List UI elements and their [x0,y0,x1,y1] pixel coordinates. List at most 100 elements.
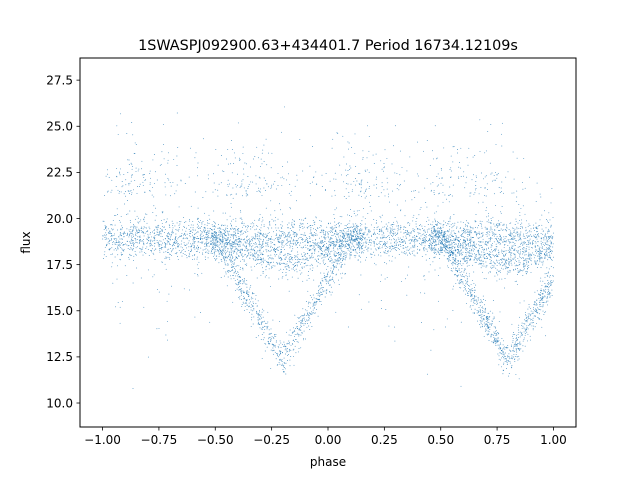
data-point [167,241,169,242]
data-point [220,239,222,241]
data-point [334,231,336,233]
data-point [508,375,510,377]
data-point [335,234,337,236]
data-point [479,324,481,325]
data-point [529,335,531,337]
data-point [368,243,369,245]
data-point [322,287,324,288]
data-point [259,327,261,329]
data-point [320,225,322,227]
data-point [521,222,523,224]
data-point [321,241,323,243]
data-point [259,237,261,239]
data-point [201,231,203,233]
data-point [303,324,305,326]
data-point [234,228,236,230]
data-point [289,206,291,208]
data-point [191,244,193,246]
data-point [497,340,499,342]
data-point [459,280,461,281]
data-point [459,247,461,249]
data-point [434,231,436,233]
data-point [142,246,144,248]
data-point [186,233,188,235]
data-point [250,306,252,308]
data-point [464,223,466,225]
data-point [542,304,544,306]
data-point [329,276,330,278]
data-point [421,244,423,246]
data-point [260,314,262,316]
data-point [436,234,438,236]
data-point [262,216,264,218]
data-point [212,239,214,241]
data-point [302,219,304,221]
data-point [252,238,254,240]
data-point [523,339,525,341]
data-point [379,247,381,249]
data-point [285,373,287,375]
data-point [277,364,279,365]
data-point [517,347,519,349]
data-point [467,235,469,237]
data-point [429,238,431,240]
data-point [320,292,322,293]
data-point [211,236,213,238]
data-point [300,237,302,238]
data-point [449,250,451,252]
data-point [211,229,213,231]
data-point [533,308,534,310]
data-point [207,227,209,229]
data-point [159,243,161,245]
data-point [126,244,128,246]
data-point [344,244,346,246]
data-point [286,331,288,333]
data-point [459,241,461,243]
data-point [331,262,333,264]
data-point [320,283,322,285]
data-point [509,239,511,241]
data-point [518,227,520,229]
data-point [278,344,280,346]
data-point [410,233,412,235]
data-point [483,325,485,327]
data-point [158,241,159,243]
data-point [226,225,228,227]
data-point [489,231,491,233]
data-point [272,220,274,222]
data-point [136,230,138,232]
data-point [495,223,497,225]
data-point [356,227,358,229]
data-point [528,236,530,238]
data-point [494,249,496,251]
data-point [246,279,248,281]
data-point [524,323,526,325]
data-point [352,245,354,247]
data-point [236,275,238,277]
data-point [523,327,525,329]
data-point [370,256,372,258]
data-point [136,226,138,228]
data-point [519,350,520,352]
data-point [298,329,300,331]
data-point [302,223,304,225]
data-point [534,304,536,306]
data-point [120,247,122,248]
data-point [202,249,204,251]
data-point [429,245,431,247]
data-point [457,239,459,241]
data-point [494,250,496,252]
data-point [360,235,362,237]
data-point [290,240,292,242]
data-point [290,257,292,259]
data-point [302,259,304,261]
data-point [278,239,279,241]
data-point [435,241,437,243]
data-point [469,234,471,236]
data-point [533,315,535,317]
data-point [343,231,345,233]
data-point [286,224,288,226]
data-point [537,228,539,230]
data-point [504,352,506,354]
data-point [357,244,359,246]
